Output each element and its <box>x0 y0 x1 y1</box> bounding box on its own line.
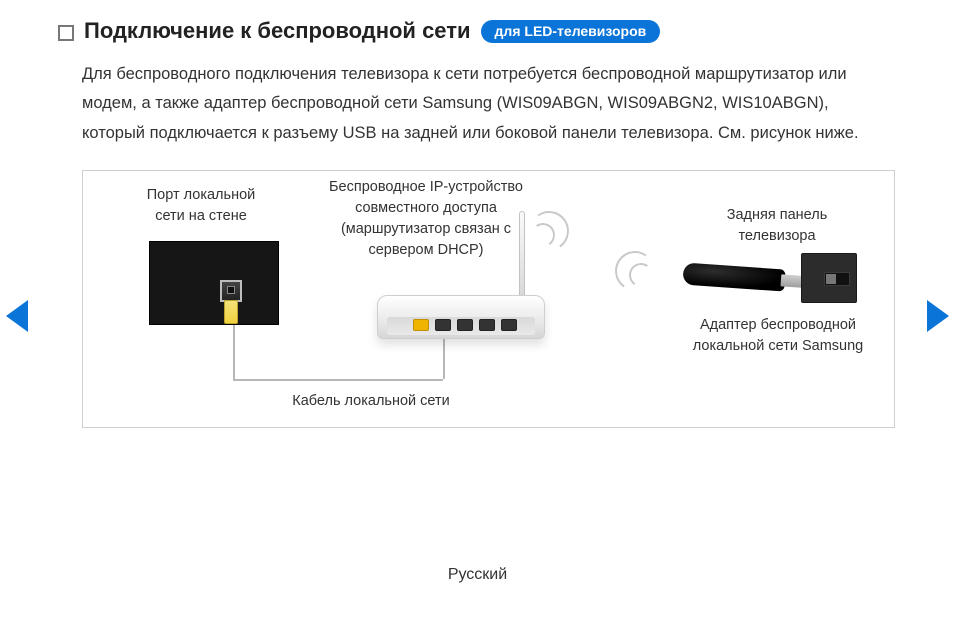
lan-jack-icon <box>220 280 242 302</box>
antenna-icon <box>519 211 525 299</box>
label-lan-cable: Кабель локальной сети <box>271 391 471 412</box>
wifi-adapter-illustration <box>682 263 813 294</box>
lan-cable-segment <box>233 379 443 381</box>
label-tv-back: Задняя панель телевизора <box>707 205 847 247</box>
rj45-plug-icon <box>224 300 238 324</box>
prev-page-button[interactable] <box>6 300 28 332</box>
router-ports-icon <box>413 319 517 331</box>
connection-diagram: Порт локальной сети на стене Беспроводно… <box>82 170 895 428</box>
led-tv-badge: для LED-телевизоров <box>481 20 661 43</box>
lan-cable-segment <box>233 325 235 379</box>
wall-port-illustration <box>149 241 279 325</box>
tv-back-panel-illustration <box>801 253 857 303</box>
square-bullet-icon <box>58 25 74 41</box>
next-page-button[interactable] <box>927 300 949 332</box>
intro-paragraph: Для беспроводного подключения телевизора… <box>82 60 895 148</box>
title-row: Подключение к беспроводной сети для LED-… <box>58 18 895 44</box>
footer-language: Русский <box>0 566 955 584</box>
page-title: Подключение к беспроводной сети <box>84 18 471 44</box>
label-wall-port: Порт локальной сети на стене <box>131 185 271 227</box>
label-router: Беспроводное IP-устройство совместного д… <box>311 177 541 261</box>
label-adapter: Адаптер беспроводной локальной сети Sams… <box>673 315 883 357</box>
router-illustration <box>373 265 563 365</box>
